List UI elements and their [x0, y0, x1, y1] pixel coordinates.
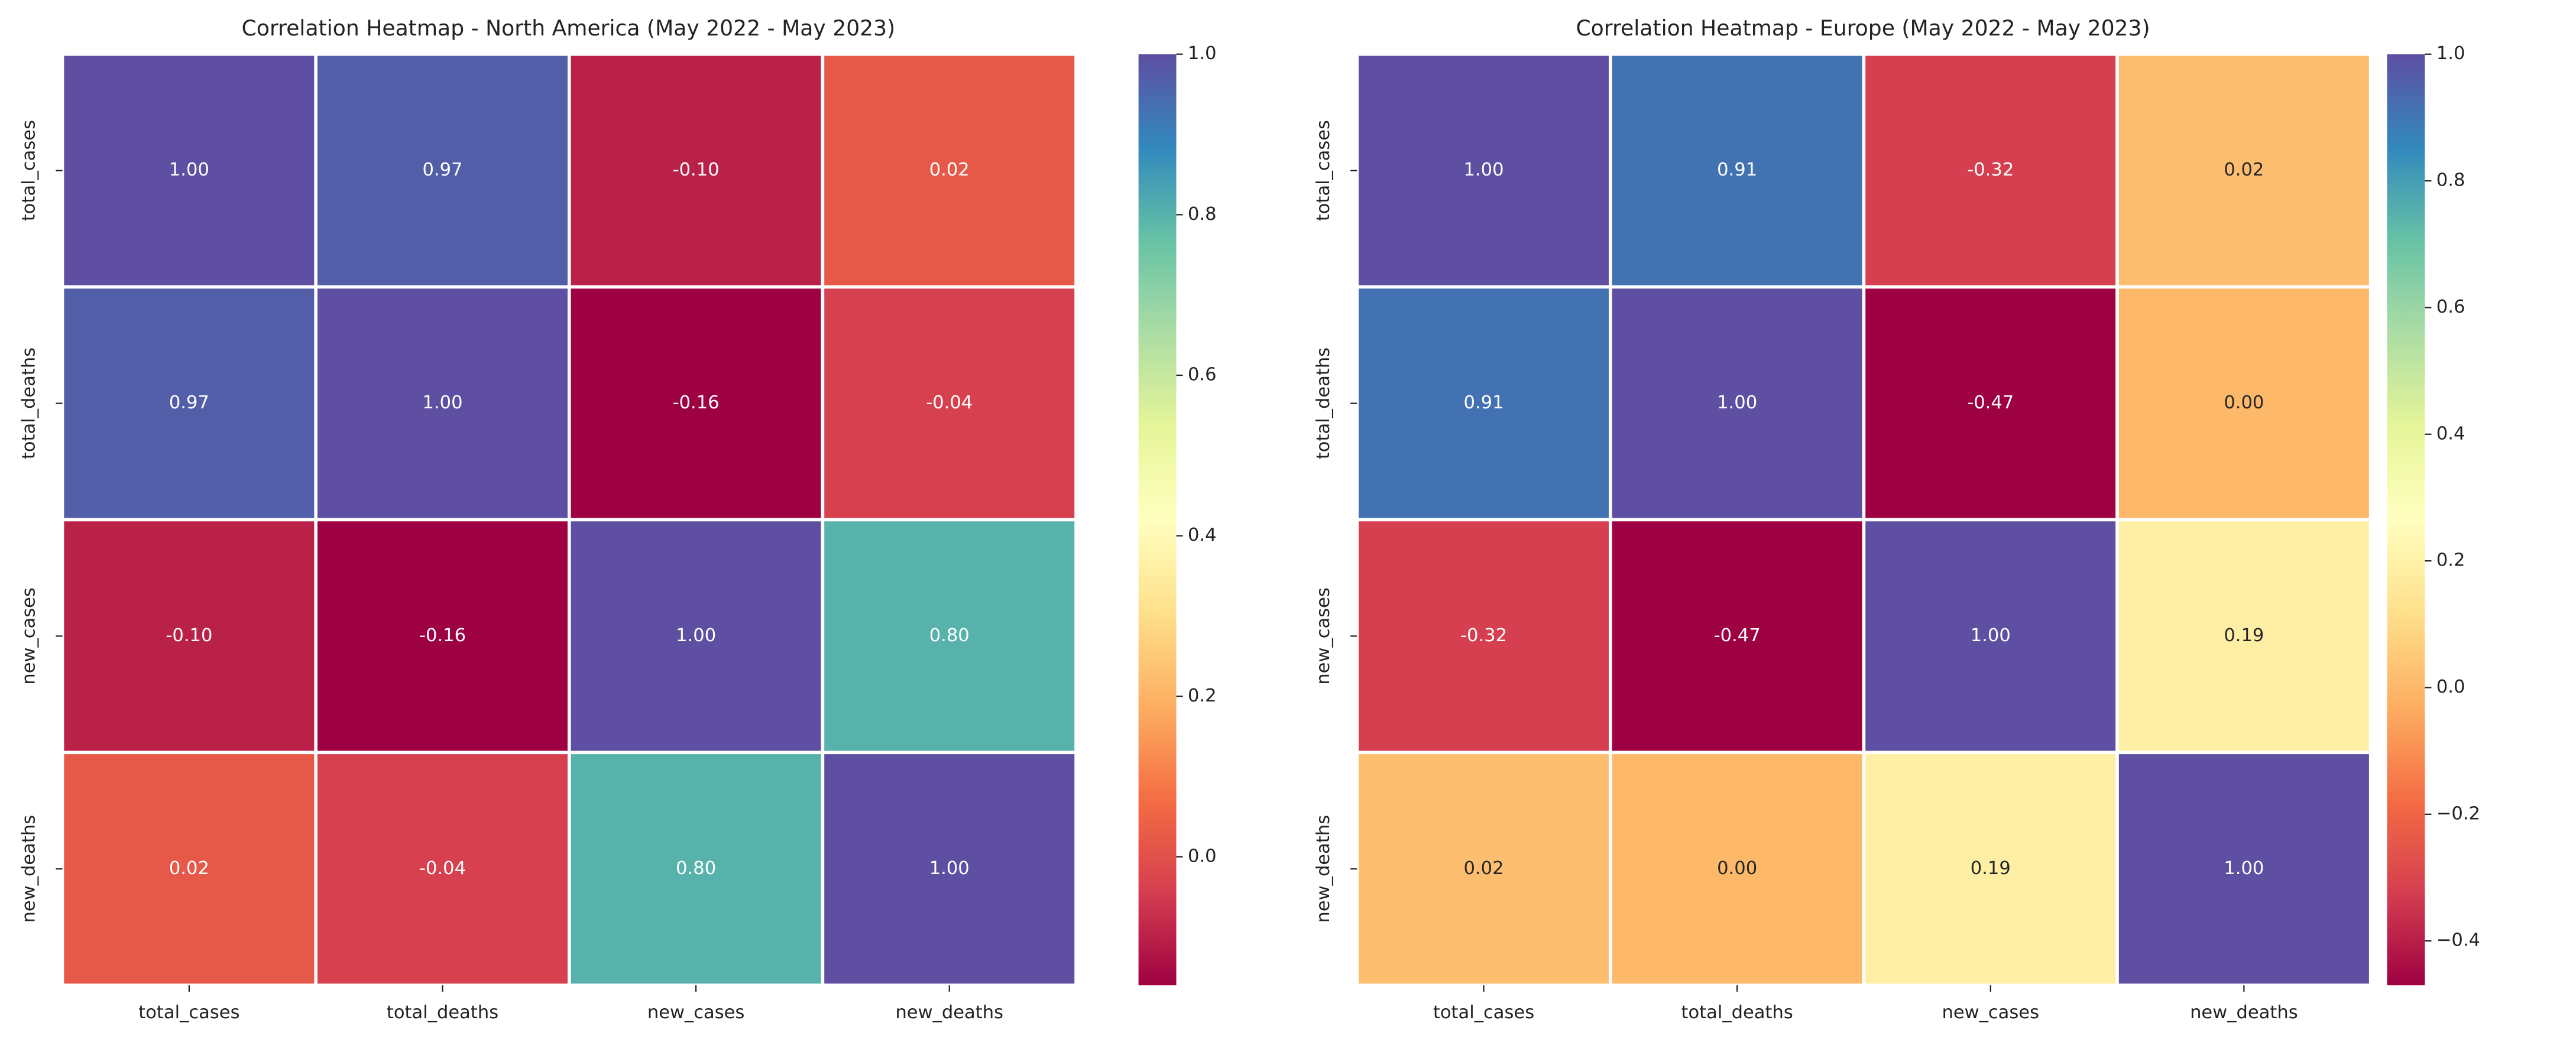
x-tick-label: new_cases	[1942, 1002, 2039, 1023]
cell-label: 0.19	[2224, 625, 2264, 646]
colorbar-tick-label: 1.0	[2436, 43, 2465, 64]
cell-label: 0.02	[2224, 160, 2264, 180]
colorbar	[1138, 54, 1177, 986]
cell-label: 0.91	[1717, 160, 1757, 180]
cell-label: -0.47	[1967, 392, 2014, 413]
x-tick-label: total_cases	[138, 1002, 239, 1023]
cell-label: 1.00	[929, 858, 970, 879]
chart-title: Correlation Heatmap - Europe (May 2022 -…	[1576, 15, 2150, 41]
colorbar-tick-label: 0.4	[2436, 423, 2465, 444]
cell-label: 0.97	[169, 392, 209, 413]
colorbar-tick-label: 1.0	[1188, 43, 1217, 64]
y-tick-label: total_cases	[19, 120, 40, 221]
figure: Correlation Heatmap - North America (May…	[19, 15, 2480, 1023]
cell-label: -0.16	[419, 625, 466, 646]
heatmap-cell	[1609, 285, 1866, 522]
colorbar-tick-label: −0.4	[2436, 930, 2480, 951]
cell-label: 0.19	[1971, 858, 2011, 879]
heatmap-cell	[821, 285, 1078, 522]
x-tick-label: new_cases	[647, 1002, 745, 1023]
cell-label: 0.00	[1717, 858, 1757, 879]
cell-label: 1.00	[676, 625, 716, 646]
cell-label: 1.00	[169, 160, 209, 180]
y-tick-label: new_deaths	[1313, 815, 1334, 923]
heatmap-cell	[2115, 52, 2373, 289]
cell-label: 0.80	[929, 625, 970, 646]
x-tick-label: total_deaths	[387, 1002, 498, 1023]
cell-label: 1.00	[423, 392, 463, 413]
cell-label: 0.02	[1464, 858, 1504, 879]
heatmap-cell	[1355, 518, 1612, 755]
colorbar-tick-label: 0.2	[1188, 686, 1217, 706]
heatmap-cell	[2115, 285, 2373, 522]
x-tick-label: new_deaths	[895, 1002, 1003, 1023]
chart-title: Correlation Heatmap - North America (May…	[242, 15, 896, 41]
cell-label: 1.00	[1717, 392, 1757, 413]
colorbar-tick-label: 0.0	[2436, 677, 2465, 697]
cell-label: -0.10	[166, 625, 212, 646]
cell-label: -0.47	[1714, 625, 1761, 646]
colorbar-tick-label: 0.8	[1188, 204, 1217, 225]
heatmap-panel: Correlation Heatmap - Europe (May 2022 -…	[1313, 15, 2480, 1023]
cell-label: 0.02	[929, 160, 970, 180]
heatmap-panel: Correlation Heatmap - North America (May…	[19, 15, 1217, 1023]
cell-label: 1.00	[1971, 625, 2011, 646]
heatmap-cell	[314, 285, 571, 522]
cell-label: 0.00	[2224, 392, 2264, 413]
y-tick-label: new_deaths	[19, 815, 40, 923]
heatmap-cell	[314, 52, 571, 289]
cell-label: -0.32	[1460, 625, 1507, 646]
x-tick-label: total_cases	[1433, 1002, 1534, 1023]
colorbar-tick-label: 0.8	[2436, 170, 2465, 191]
cell-label: -0.04	[926, 392, 973, 413]
heatmap-cell	[821, 518, 1078, 755]
heatmap-cell	[60, 751, 317, 987]
cell-label: -0.04	[419, 858, 466, 879]
heatmap-cell	[2115, 751, 2373, 987]
colorbar-tick-label: 0.2	[2436, 550, 2465, 571]
heatmap-cell	[1862, 751, 2119, 987]
heatmap-cell	[821, 751, 1078, 987]
colorbar-tick-label: 0.6	[1188, 364, 1217, 385]
cell-label: 0.97	[423, 160, 463, 180]
colorbar-tick-label: −0.2	[2436, 803, 2480, 824]
heatmap-cell	[60, 52, 317, 289]
colorbar-tick-label: 0.4	[1188, 525, 1217, 545]
heatmap-cell	[314, 751, 571, 987]
y-tick-label: total_deaths	[1313, 347, 1334, 459]
heatmap-cell	[1862, 518, 2119, 755]
cell-label: -0.32	[1967, 160, 2014, 180]
y-tick-label: total_deaths	[19, 347, 40, 459]
cell-label: 1.00	[2224, 858, 2264, 879]
heatmap-cell	[821, 52, 1078, 289]
cell-label: 0.02	[169, 858, 209, 879]
cell-label: -0.10	[673, 160, 720, 180]
colorbar	[2387, 54, 2425, 986]
heatmap-cell	[1862, 285, 2119, 522]
heatmap-cell	[1355, 285, 1612, 522]
cell-label: -0.16	[673, 392, 720, 413]
colorbar-tick-label: 0.0	[1188, 846, 1217, 866]
heatmap-cell	[314, 518, 571, 755]
heatmap-cell	[1609, 518, 1866, 755]
heatmap-cell	[60, 285, 317, 522]
heatmap-cell	[2115, 518, 2373, 755]
colorbar-tick-label: 0.6	[2436, 297, 2465, 317]
cell-label: 0.80	[676, 858, 716, 879]
x-tick-label: new_deaths	[2190, 1002, 2298, 1023]
y-tick-label: new_cases	[1313, 587, 1334, 685]
cell-label: 1.00	[1464, 160, 1504, 180]
cell-label: 0.91	[1464, 392, 1504, 413]
heatmap-cell	[568, 52, 825, 289]
y-tick-label: new_cases	[19, 587, 40, 685]
y-tick-label: total_cases	[1313, 120, 1334, 221]
heatmap-cell	[1609, 751, 1866, 987]
x-tick-label: total_deaths	[1681, 1002, 1793, 1023]
